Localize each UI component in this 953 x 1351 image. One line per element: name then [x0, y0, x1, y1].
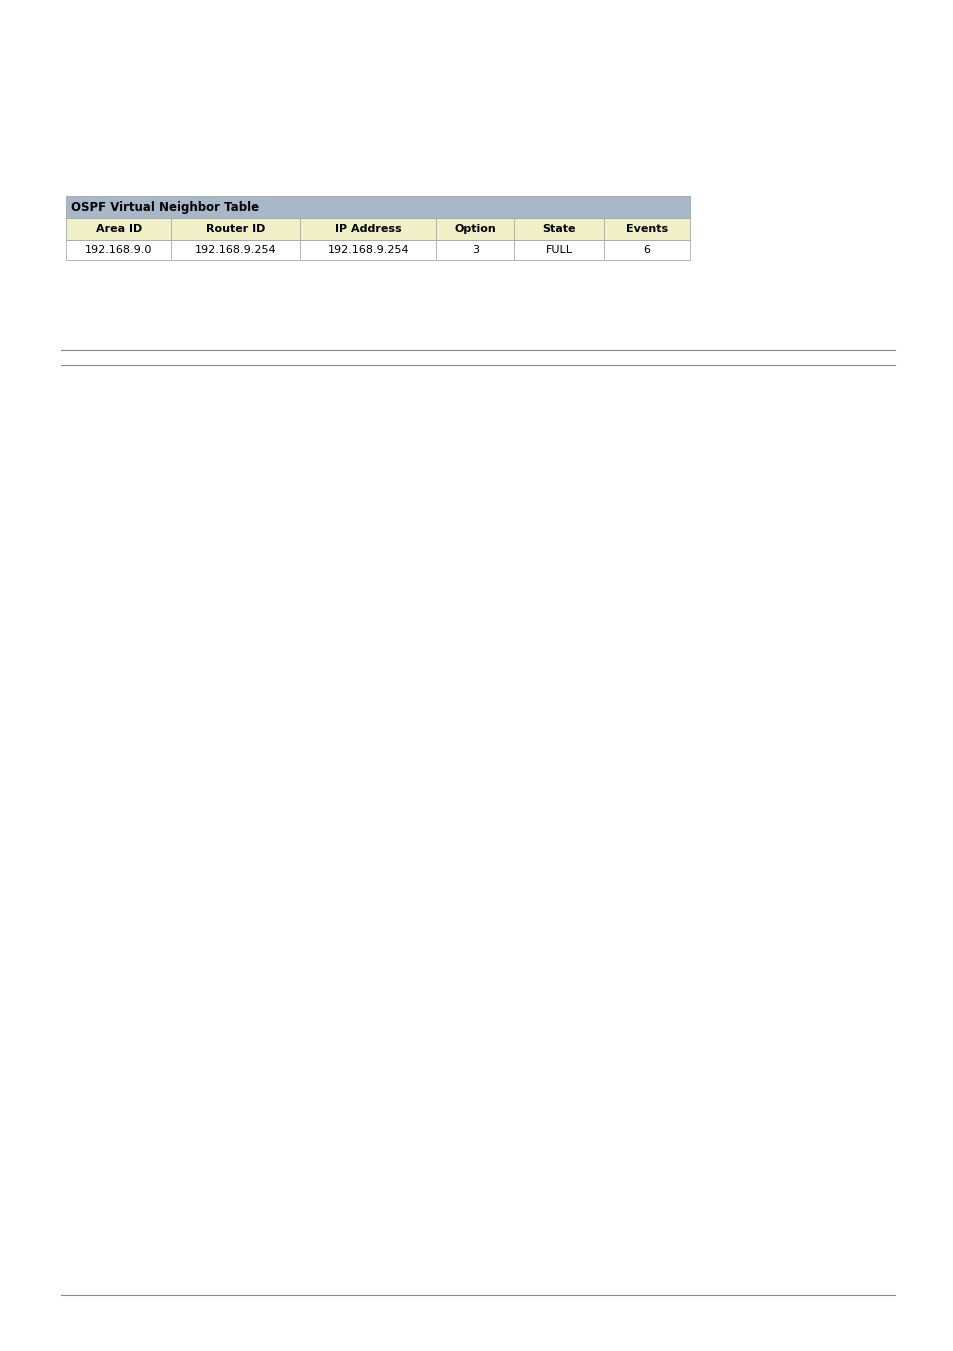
Bar — [66, 218, 689, 240]
Bar — [66, 240, 689, 259]
Text: 192.168.9.254: 192.168.9.254 — [194, 245, 276, 255]
Text: State: State — [542, 224, 576, 234]
Text: IP Address: IP Address — [335, 224, 401, 234]
Text: 3: 3 — [472, 245, 478, 255]
Text: OSPF Virtual Neighbor Table: OSPF Virtual Neighbor Table — [71, 200, 259, 213]
Text: 192.168.9.254: 192.168.9.254 — [327, 245, 409, 255]
Text: 192.168.9.0: 192.168.9.0 — [85, 245, 152, 255]
Text: Area ID: Area ID — [95, 224, 142, 234]
Text: FULL: FULL — [545, 245, 572, 255]
Text: Option: Option — [455, 224, 496, 234]
Text: Router ID: Router ID — [206, 224, 265, 234]
Bar — [66, 196, 689, 218]
Text: Events: Events — [625, 224, 667, 234]
Text: 6: 6 — [643, 245, 650, 255]
